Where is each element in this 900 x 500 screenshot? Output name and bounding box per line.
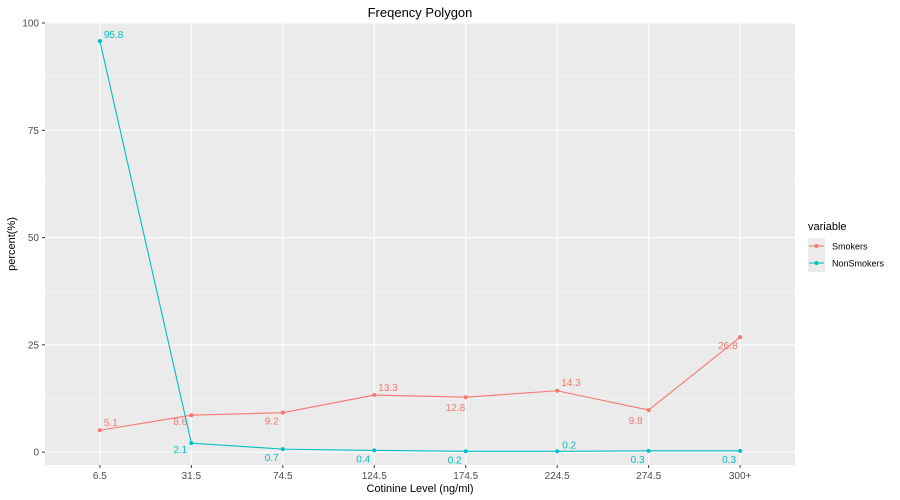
- legend: variable Smokers NonSmokers: [808, 221, 885, 272]
- data-point: [555, 449, 560, 454]
- legend-title: variable: [808, 221, 847, 233]
- data-label: 14.3: [561, 378, 581, 389]
- y-tick-label: 75: [28, 126, 40, 137]
- data-point: [463, 449, 468, 454]
- data-label: 0.2: [562, 440, 576, 451]
- data-point: [372, 448, 377, 453]
- series-line-smokers: [99, 336, 741, 431]
- x-tick-label: 174.5: [453, 471, 478, 482]
- x-axis-title: Cotinine Level (ng/ml): [367, 483, 474, 495]
- data-label: 95.8: [104, 30, 124, 41]
- y-tick-label: 50: [28, 233, 40, 244]
- data-point: [97, 428, 102, 433]
- data-label: 26.8: [718, 341, 738, 352]
- x-tick-label: 6.5: [93, 471, 107, 482]
- series-line-nonsmokers: [99, 40, 741, 452]
- data-label: 0.3: [631, 455, 645, 466]
- x-tick-label: 300+: [729, 471, 752, 482]
- data-label: 9.2: [265, 417, 279, 428]
- legend-item-nonsmokers: NonSmokers: [808, 255, 885, 272]
- x-tick-label: 74.5: [273, 471, 293, 482]
- x-tick-label: 31.5: [182, 471, 202, 482]
- data-label: 0.7: [265, 453, 279, 464]
- legend-point: [814, 261, 819, 265]
- y-axis-title: percent(%): [6, 217, 18, 271]
- data-point: [280, 410, 285, 415]
- data-label: 12.8: [446, 403, 466, 414]
- chart-title: Freqency Polygon: [368, 5, 473, 20]
- data-point: [189, 441, 194, 446]
- axes: 0 25 50 75 100 6.5 31.5 74.5 124.5 174.5 224.5 274.…: [22, 19, 751, 483]
- x-tick-label: 224.5: [545, 471, 570, 482]
- data-label: 0.3: [722, 455, 736, 466]
- legend-point: [814, 244, 819, 248]
- data-label: 9.8: [629, 416, 643, 427]
- series-smokers: 5.1 8.6 9.2 13.3 12.8 14.3 9.8 26.8: [97, 335, 743, 433]
- data-label: 5.1: [104, 418, 118, 429]
- data-point: [280, 447, 285, 452]
- data-label: 0.4: [356, 454, 370, 465]
- data-point: [738, 335, 743, 340]
- x-tick-label: 124.5: [362, 471, 387, 482]
- data-point: [97, 39, 102, 44]
- data-point: [738, 448, 743, 453]
- data-point: [372, 393, 377, 398]
- legend-label: NonSmokers: [832, 259, 885, 269]
- data-label: 13.3: [378, 383, 398, 394]
- data-point: [463, 395, 468, 400]
- data-point: [189, 413, 194, 418]
- grid-lines: [45, 22, 795, 465]
- data-label: 0.2: [448, 455, 462, 466]
- data-point: [555, 388, 560, 393]
- series-layer: 5.1 8.6 9.2 13.3 12.8 14.3 9.8 26.8 95.8 2.1 0.7 0.…: [97, 30, 743, 466]
- legend-item-smokers: Smokers: [808, 238, 868, 255]
- x-tick-label: 274.5: [636, 471, 661, 482]
- y-tick-label: 0: [33, 448, 39, 459]
- data-point: [646, 448, 651, 453]
- legend-label: Smokers: [832, 242, 868, 252]
- series-nonsmokers: 95.8 2.1 0.7 0.4 0.2 0.2 0.3 0.3: [97, 30, 743, 466]
- data-label: 8.6: [173, 417, 187, 428]
- y-tick-label: 25: [28, 340, 40, 351]
- data-point: [646, 408, 651, 413]
- plot-panel: [45, 23, 795, 465]
- y-tick-label: 100: [22, 19, 39, 30]
- data-label: 2.1: [173, 445, 187, 456]
